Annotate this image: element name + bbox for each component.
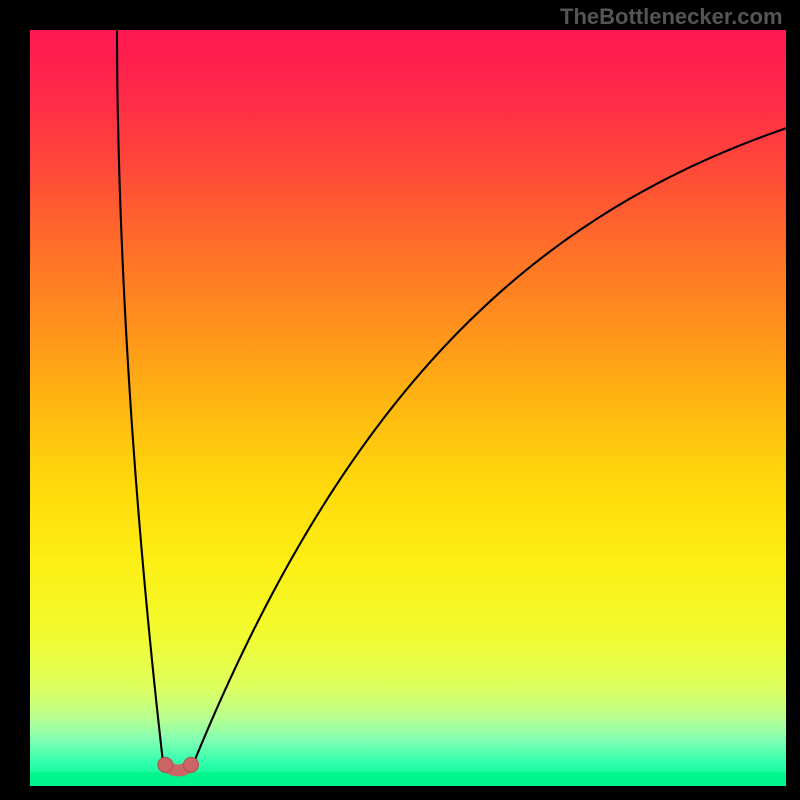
bottom-green-band	[30, 772, 786, 786]
vertex-marker-right	[184, 757, 199, 772]
chart-container: TheBottlenecker.com	[0, 0, 800, 800]
vertex-marker-left	[158, 757, 173, 772]
watermark-label: TheBottlenecker.com	[560, 4, 783, 30]
bottleneck-chart	[0, 0, 800, 800]
plot-gradient-background	[30, 30, 786, 786]
